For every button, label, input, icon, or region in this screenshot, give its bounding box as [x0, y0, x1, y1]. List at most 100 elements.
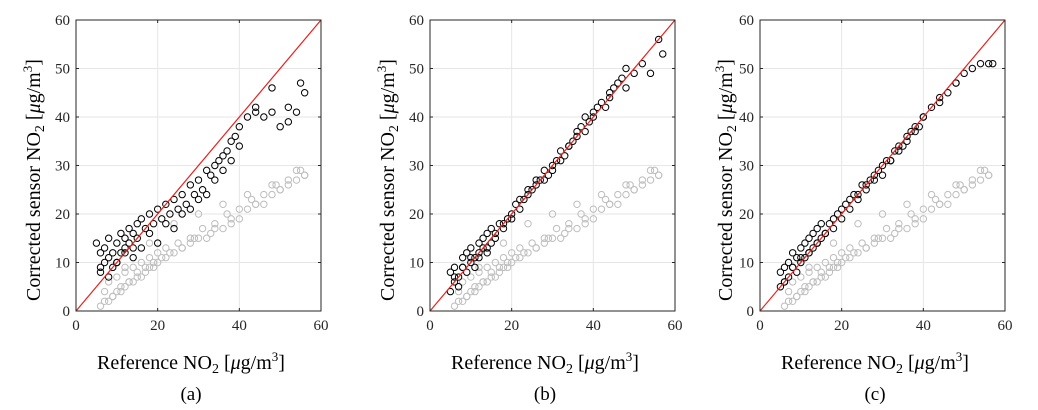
data-point-corrected	[483, 249, 491, 257]
y-tick-label: 10	[739, 256, 754, 272]
data-point-corrected	[268, 84, 276, 92]
data-point-corrected	[944, 89, 952, 97]
data-point-raw	[475, 268, 483, 276]
data-point-corrected	[793, 268, 801, 276]
data-point-corrected	[556, 147, 565, 155]
data-point-raw	[121, 268, 129, 276]
data-point-raw	[467, 287, 475, 296]
data-point-raw	[813, 278, 821, 286]
data-point-raw	[878, 234, 887, 242]
data-point-raw	[227, 215, 235, 223]
x-tick-label: 40	[232, 318, 247, 334]
data-point-corrected	[784, 258, 793, 267]
data-point-raw	[284, 176, 293, 184]
data-point-corrected	[776, 283, 785, 291]
data-point-raw	[919, 205, 928, 213]
scatter-plot-a: 0 20 40 60 0 10 20 30 40 50 60	[55, 13, 329, 334]
data-point-raw	[638, 181, 647, 189]
data-point-raw	[780, 302, 789, 310]
one-to-one-line	[759, 19, 1006, 312]
data-point-corrected	[495, 220, 504, 228]
data-point-raw	[507, 249, 516, 257]
data-point-raw	[911, 215, 919, 223]
data-point-raw	[956, 181, 964, 189]
data-point-corrected	[935, 93, 944, 102]
data-point-raw	[117, 287, 125, 296]
data-point-raw	[854, 249, 862, 257]
x-tick-label: 20	[504, 318, 519, 334]
data-point-corrected	[194, 195, 203, 204]
data-point-raw	[149, 258, 158, 267]
data-point-corrected	[784, 273, 793, 281]
data-point-raw	[784, 297, 793, 305]
data-point-corrected	[483, 244, 491, 252]
data-point-raw	[100, 287, 109, 296]
data-point-raw	[797, 287, 805, 296]
data-point-corrected	[479, 234, 487, 242]
data-point-corrected	[454, 283, 463, 291]
data-point-corrected	[850, 190, 858, 199]
data-point-raw	[614, 200, 622, 209]
data-point-raw	[198, 224, 207, 233]
x-tick-label: 0	[756, 318, 764, 334]
data-point-corrected	[870, 171, 879, 179]
y-tick-label: 0	[417, 304, 425, 320]
data-point-raw	[202, 234, 211, 242]
data-point-raw	[178, 244, 186, 252]
data-point-corrected	[284, 103, 293, 112]
data-point-corrected	[137, 244, 146, 252]
data-point-corrected	[491, 229, 500, 238]
data-point-corrected	[858, 181, 866, 189]
data-point-corrected	[92, 239, 101, 247]
data-point-raw	[968, 176, 977, 184]
data-point-raw	[495, 268, 504, 276]
x-tick-label: 40	[916, 318, 931, 334]
data-point-corrected	[809, 229, 817, 238]
data-point-corrected	[296, 79, 305, 87]
data-point-corrected	[891, 147, 899, 155]
data-point-raw	[597, 190, 606, 199]
data-point-corrected	[450, 273, 459, 281]
data-point-raw	[113, 287, 121, 296]
data-point-raw	[601, 195, 610, 204]
data-point-corrected	[870, 176, 879, 184]
data-point-raw	[458, 297, 467, 305]
data-point-corrected	[162, 220, 170, 228]
data-point-raw	[450, 302, 459, 310]
data-point-raw	[145, 263, 154, 272]
data-point-raw	[548, 234, 557, 242]
data-point-corrected	[162, 200, 170, 209]
data-point-raw	[895, 224, 903, 233]
data-point-raw	[491, 258, 500, 267]
data-point-raw	[499, 253, 508, 262]
data-point-corrected	[540, 176, 549, 184]
x-tick-label: 20	[834, 318, 849, 334]
data-point-corrected	[788, 249, 797, 257]
x-tick-label: 20	[150, 318, 165, 334]
series-raw	[96, 166, 309, 310]
data-point-corrected	[158, 215, 166, 223]
data-point-corrected	[797, 244, 805, 252]
data-point-corrected	[638, 59, 647, 68]
data-point-raw	[829, 239, 838, 247]
data-point-corrected	[846, 195, 854, 204]
data-point-corrected	[458, 253, 467, 262]
series-corrected	[92, 79, 309, 281]
data-point-raw	[605, 200, 614, 209]
data-point-raw	[170, 249, 178, 257]
data-point-corrected	[479, 244, 487, 252]
data-point-corrected	[878, 161, 887, 170]
y-tick-label: 60	[409, 13, 424, 29]
data-point-raw	[162, 253, 170, 262]
data-point-corrected	[446, 268, 455, 276]
data-point-raw	[471, 283, 479, 291]
data-point-corrected	[512, 200, 520, 209]
data-point-corrected	[886, 156, 895, 165]
x-tick-label: 0	[72, 318, 80, 334]
data-point-corrected	[137, 215, 146, 223]
data-point-raw	[540, 239, 549, 247]
data-point-corrected	[491, 234, 500, 242]
data-point-raw	[166, 249, 174, 257]
series-raw	[780, 166, 993, 310]
panel-b: 0 20 40 60 0 10 20 30 40 50 60 Corrected sensor NO…	[354, 0, 700, 410]
